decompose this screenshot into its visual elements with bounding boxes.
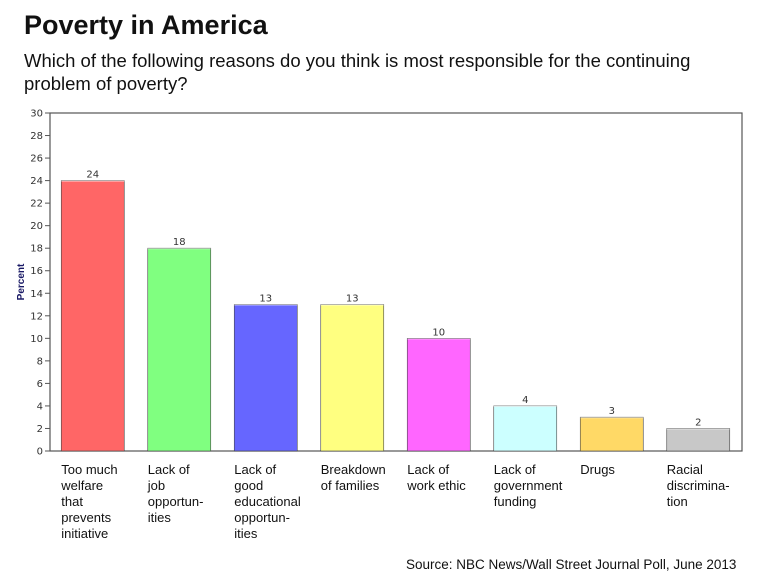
chart-title: Poverty in America bbox=[24, 10, 268, 40]
bar bbox=[406, 338, 471, 452]
category-label-line: Racial bbox=[666, 462, 703, 477]
y-tick-label: 14 bbox=[30, 289, 43, 300]
data-label: 3 bbox=[609, 406, 615, 417]
y-tick-label: 12 bbox=[30, 311, 43, 322]
category-label-line: Breakdown bbox=[320, 462, 386, 477]
category-label-line: initiative bbox=[61, 526, 109, 541]
y-tick-label: 22 bbox=[30, 199, 43, 210]
category-label-line: welfare bbox=[61, 478, 104, 493]
y-tick-label: 0 bbox=[37, 447, 43, 458]
category-label: Racial discrimina-tion bbox=[667, 462, 747, 510]
plot-frame bbox=[49, 112, 743, 452]
bar bbox=[493, 405, 558, 452]
category-label: Lack of job opportun-ities bbox=[148, 462, 228, 526]
category-label-line: ities bbox=[234, 526, 258, 541]
bar bbox=[579, 416, 644, 452]
category-label-line: Too much bbox=[61, 462, 118, 477]
y-tick-label: 8 bbox=[37, 356, 43, 367]
category-label: Breakdown of families bbox=[321, 462, 401, 494]
category-label-line: that bbox=[61, 494, 83, 509]
category-label-line: Drugs bbox=[580, 462, 615, 477]
y-tick-label: 20 bbox=[30, 221, 43, 232]
category-label: Too much welfare that prevents initiative bbox=[61, 462, 141, 542]
data-label: 18 bbox=[173, 237, 186, 248]
category-label-line: prevents bbox=[61, 510, 112, 525]
category-label: Lack of work ethic bbox=[407, 462, 487, 494]
source-note: Source: NBC News/Wall Street Journal Pol… bbox=[406, 557, 737, 572]
category-label: Lack of government funding bbox=[494, 462, 574, 510]
category-label-line: government bbox=[493, 478, 563, 493]
category-label-line: job bbox=[147, 478, 166, 493]
category-label: Drugs bbox=[580, 462, 660, 478]
category-label-line: of families bbox=[320, 478, 380, 493]
y-tick-label: 30 bbox=[30, 109, 43, 120]
y-tick-label: 26 bbox=[30, 154, 43, 165]
category-label-line: ities bbox=[147, 510, 171, 525]
y-tick-label: 28 bbox=[30, 131, 43, 142]
data-label: 2 bbox=[695, 417, 701, 428]
bar bbox=[233, 304, 298, 452]
category-label-line: Lack of bbox=[493, 462, 536, 477]
bar bbox=[147, 247, 212, 452]
y-tick-label: 2 bbox=[37, 424, 43, 435]
y-tick-label: 10 bbox=[30, 334, 43, 345]
data-label: 24 bbox=[86, 170, 99, 181]
y-tick-label: 24 bbox=[30, 176, 43, 187]
category-label-line: Lack of bbox=[407, 462, 450, 477]
category-label-line: good bbox=[234, 478, 264, 493]
data-label: 10 bbox=[432, 327, 445, 338]
data-label: 13 bbox=[346, 294, 359, 305]
bar bbox=[60, 180, 125, 452]
bar bbox=[666, 428, 731, 452]
y-tick-label: 6 bbox=[37, 379, 43, 390]
data-label: 13 bbox=[259, 294, 272, 305]
category-label-line: funding bbox=[493, 494, 537, 509]
chart-subtitle: Which of the following reasons do you th… bbox=[24, 50, 691, 94]
category-label-line: discrimina- bbox=[666, 478, 730, 493]
category-label-line: opportun- bbox=[147, 494, 204, 509]
category-label-line: opportun- bbox=[234, 510, 290, 525]
category-label-line: Lack of bbox=[147, 462, 190, 477]
bar bbox=[320, 304, 385, 452]
category-label-line: tion bbox=[666, 494, 688, 509]
y-tick-label: 16 bbox=[30, 266, 43, 277]
category-label-line: educational bbox=[234, 494, 301, 509]
category-label: Lack of good educational opportun-ities bbox=[234, 462, 314, 542]
y-axis-label: Percent bbox=[16, 263, 27, 300]
y-tick-label: 4 bbox=[37, 401, 43, 412]
data-label: 4 bbox=[522, 395, 528, 406]
y-tick-label: 18 bbox=[30, 244, 43, 255]
category-label-line: work ethic bbox=[407, 478, 466, 493]
category-label-line: Lack of bbox=[234, 462, 277, 477]
